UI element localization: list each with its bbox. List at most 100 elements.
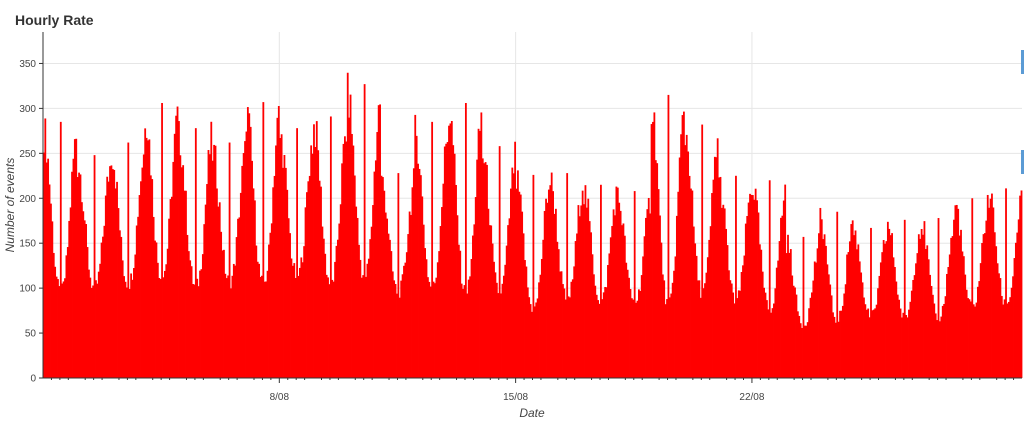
bar	[390, 251, 393, 378]
bar	[832, 312, 834, 378]
bar	[491, 243, 494, 378]
bar	[625, 262, 628, 378]
bar	[886, 221, 889, 378]
bar	[777, 260, 780, 378]
bar	[778, 241, 781, 378]
bar	[216, 188, 218, 378]
bar	[168, 218, 170, 378]
bar	[434, 283, 436, 378]
bar	[51, 221, 54, 378]
bar	[1016, 232, 1019, 378]
bar	[875, 304, 878, 378]
bar	[396, 293, 398, 378]
bar	[775, 267, 778, 378]
bar	[171, 196, 173, 378]
bar	[525, 266, 528, 378]
bar	[701, 124, 704, 379]
bar	[808, 308, 811, 378]
bar	[754, 188, 757, 378]
bar	[933, 303, 936, 378]
bar	[661, 274, 664, 378]
bar	[374, 160, 377, 378]
bar	[97, 271, 100, 378]
bar	[834, 322, 837, 378]
bar	[130, 273, 133, 378]
bar	[486, 164, 488, 378]
bar	[241, 165, 244, 378]
bar	[221, 250, 224, 378]
bar	[697, 280, 699, 378]
bar	[848, 241, 851, 378]
bar	[652, 121, 654, 379]
bar	[373, 171, 376, 378]
bar	[163, 270, 166, 378]
bar	[253, 200, 256, 378]
bar	[1000, 295, 1003, 378]
bar	[799, 323, 802, 378]
bar	[118, 230, 121, 378]
y-tick-label: 200	[19, 194, 36, 205]
bar	[439, 226, 442, 378]
bar	[670, 293, 673, 378]
bar	[218, 202, 221, 378]
bar	[82, 211, 85, 378]
bar	[124, 281, 127, 378]
y-tick-label: 0	[30, 374, 36, 385]
bar	[735, 175, 737, 378]
bar	[488, 225, 491, 378]
toolbar-handle-top[interactable]	[1021, 50, 1024, 74]
bar	[782, 200, 785, 378]
bar	[688, 175, 691, 378]
bar	[299, 267, 301, 378]
bar	[501, 283, 504, 378]
bar	[71, 171, 73, 378]
bar	[722, 204, 725, 378]
bar	[134, 254, 137, 378]
bar	[505, 245, 508, 378]
bar	[490, 225, 493, 378]
bar	[985, 220, 988, 378]
bar	[280, 134, 283, 378]
bar	[820, 219, 823, 378]
bar	[678, 157, 681, 378]
bar	[411, 187, 414, 378]
bar	[68, 220, 71, 378]
bar	[228, 142, 231, 378]
bar	[483, 163, 486, 378]
bar	[208, 154, 211, 378]
bar	[493, 261, 495, 378]
bar	[692, 226, 695, 378]
bar	[619, 210, 622, 378]
bar	[466, 293, 469, 378]
bar	[943, 303, 946, 378]
bar	[256, 261, 259, 378]
bar	[539, 274, 542, 378]
bar	[404, 262, 407, 378]
bar	[736, 298, 739, 378]
bar	[116, 181, 118, 378]
bar	[318, 180, 321, 378]
bar	[774, 288, 777, 378]
bar	[941, 305, 944, 378]
bar	[706, 257, 709, 378]
bar	[315, 121, 318, 379]
bar	[806, 322, 809, 378]
bar	[391, 271, 394, 378]
bar	[135, 225, 138, 378]
bar	[480, 112, 483, 378]
bar	[155, 242, 158, 378]
bar	[470, 258, 473, 378]
toolbar-handle-bottom[interactable]	[1021, 150, 1024, 174]
bar	[180, 167, 183, 378]
bar	[1007, 301, 1010, 378]
bar	[749, 193, 751, 378]
bar	[154, 240, 156, 378]
bar	[161, 102, 163, 378]
bar	[429, 286, 432, 378]
bar	[79, 174, 82, 378]
bar	[763, 287, 765, 378]
bar	[59, 121, 62, 379]
bar	[847, 252, 850, 378]
bar	[728, 270, 730, 378]
